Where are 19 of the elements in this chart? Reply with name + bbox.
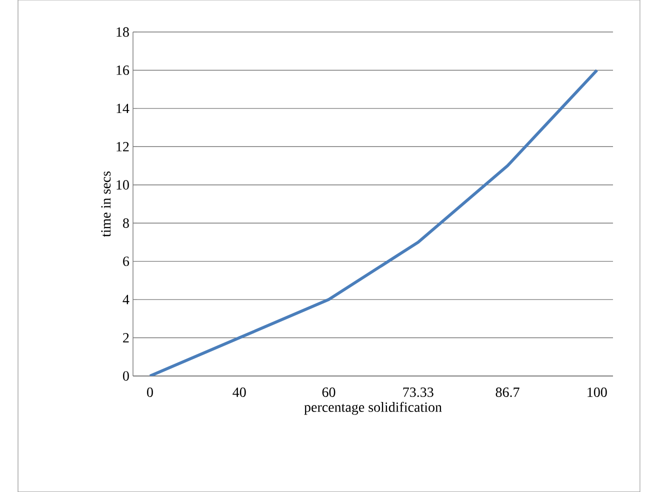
y-tick-label: 16 [116,66,130,75]
x-tick-label: 60 [322,388,336,397]
line-series [148,68,598,376]
y-tick-label: 4 [122,294,130,304]
x-tick-label: 40 [232,388,246,397]
y-tick-label: 2 [123,333,129,342]
y-tick-label: 6 [123,256,130,266]
x-tick-label: 86.7 [496,388,520,398]
y-tick-label: 8 [123,218,129,228]
x-tick-label: 100 [588,388,607,397]
x-axis-title: percentage solidification [304,402,442,415]
y-axis-title: time in secs [101,171,111,237]
x-tick-label: 73.33 [403,388,434,397]
y-tick-label: 12 [116,142,129,152]
y-tick-label: 18 [116,27,129,37]
x-tick-label: 0 [147,388,153,397]
y-tick-label: 14 [116,104,130,114]
y-tick-label: 0 [123,371,129,381]
y-tick-label: 10 [116,180,129,190]
